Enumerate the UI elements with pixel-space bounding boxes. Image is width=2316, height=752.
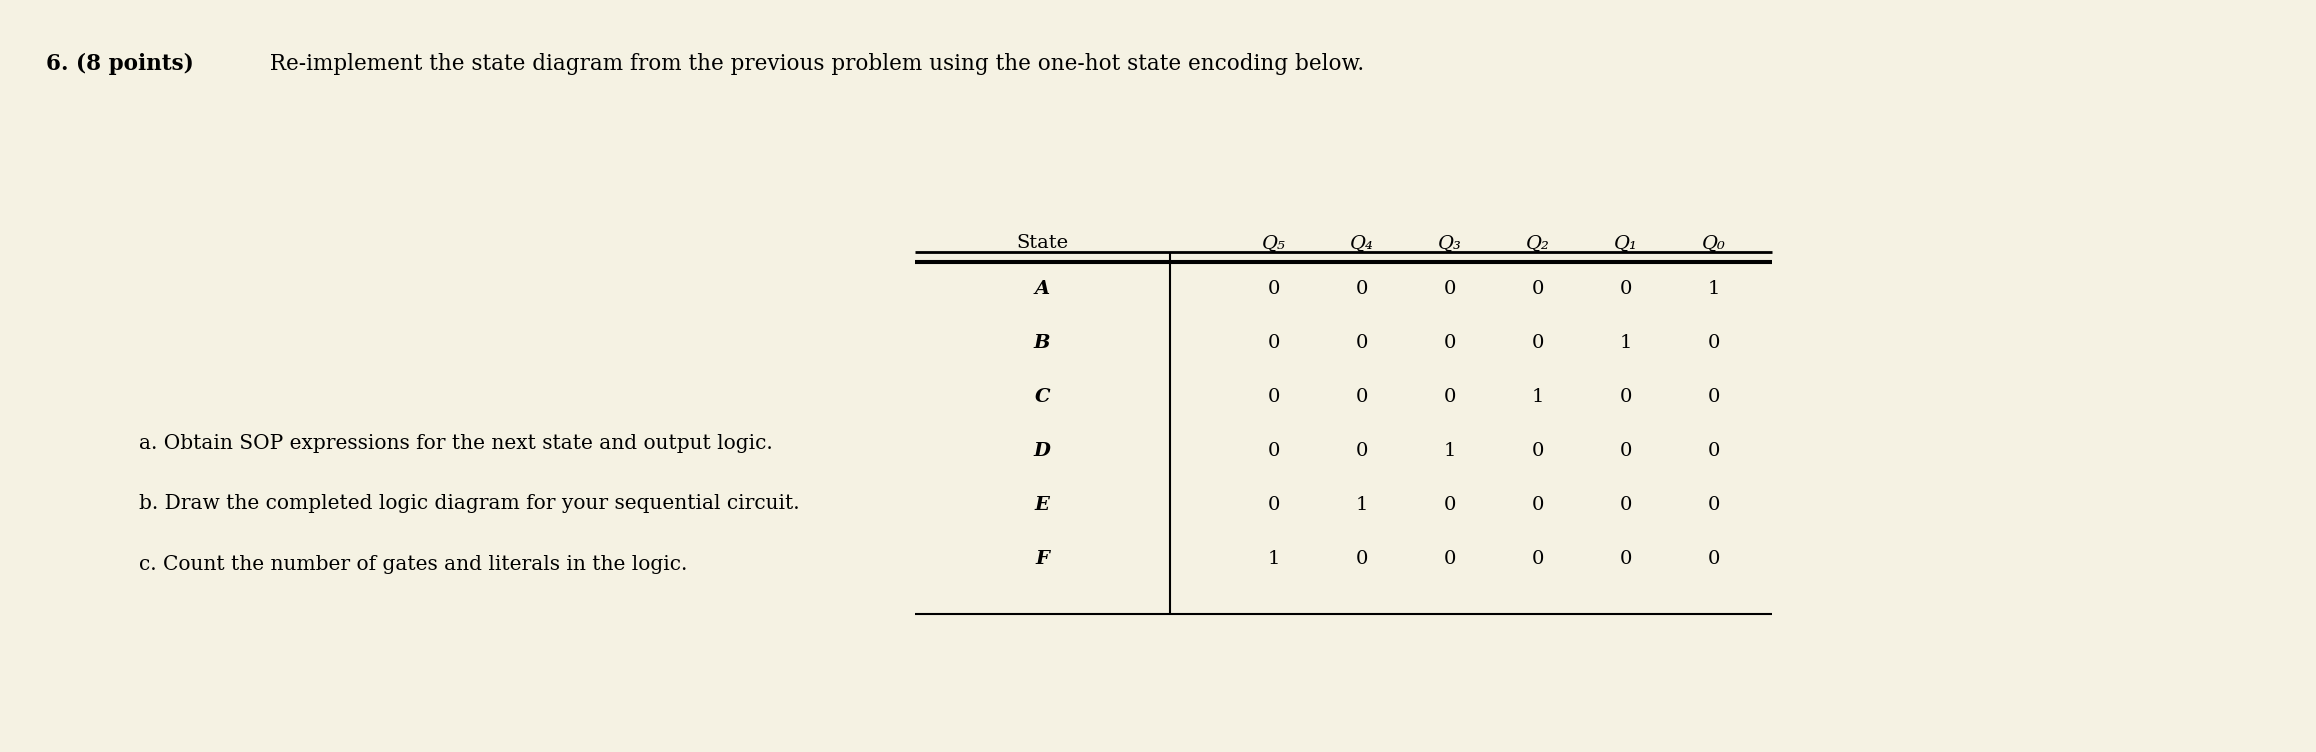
Text: 1: 1	[1267, 550, 1281, 569]
Text: 0: 0	[1619, 280, 1633, 298]
Text: B: B	[1033, 334, 1051, 352]
Text: 0: 0	[1707, 496, 1721, 514]
Text: 0: 0	[1267, 496, 1281, 514]
Text: 1: 1	[1355, 496, 1369, 514]
Text: A: A	[1035, 280, 1049, 298]
Text: 0: 0	[1707, 388, 1721, 406]
Text: 0: 0	[1443, 496, 1457, 514]
Text: 1: 1	[1619, 334, 1633, 352]
Text: 0: 0	[1707, 442, 1721, 460]
Text: c. Count the number of gates and literals in the logic.: c. Count the number of gates and literal…	[139, 554, 688, 574]
Text: a. Obtain SOP expressions for the next state and output logic.: a. Obtain SOP expressions for the next s…	[139, 434, 774, 453]
Text: 0: 0	[1531, 442, 1545, 460]
Text: State: State	[1017, 234, 1068, 252]
Text: 0: 0	[1443, 388, 1457, 406]
Text: b. Draw the completed logic diagram for your sequential circuit.: b. Draw the completed logic diagram for …	[139, 494, 799, 514]
Text: 0: 0	[1619, 442, 1633, 460]
Text: 0: 0	[1443, 334, 1457, 352]
Text: F: F	[1035, 550, 1049, 569]
Text: Re-implement the state diagram from the previous problem using the one-hot state: Re-implement the state diagram from the …	[264, 53, 1364, 74]
Text: 0: 0	[1355, 388, 1369, 406]
Text: 0: 0	[1443, 550, 1457, 569]
Text: 0: 0	[1267, 280, 1281, 298]
Text: 1: 1	[1531, 388, 1545, 406]
Text: Q₅: Q₅	[1262, 234, 1285, 252]
Text: 0: 0	[1531, 334, 1545, 352]
Text: 0: 0	[1355, 334, 1369, 352]
Text: E: E	[1035, 496, 1049, 514]
Text: Q₃: Q₃	[1438, 234, 1461, 252]
Text: 0: 0	[1619, 388, 1633, 406]
Text: 0: 0	[1355, 550, 1369, 569]
Text: 0: 0	[1531, 280, 1545, 298]
Text: D: D	[1033, 442, 1051, 460]
Text: 1: 1	[1443, 442, 1457, 460]
Text: 0: 0	[1531, 496, 1545, 514]
Text: 6. (8 points): 6. (8 points)	[46, 53, 195, 74]
Text: 1: 1	[1707, 280, 1721, 298]
Text: 0: 0	[1267, 334, 1281, 352]
Text: 0: 0	[1355, 280, 1369, 298]
Text: 0: 0	[1619, 496, 1633, 514]
Text: Q₂: Q₂	[1526, 234, 1549, 252]
Text: 0: 0	[1267, 388, 1281, 406]
Text: 0: 0	[1707, 334, 1721, 352]
Text: Q₁: Q₁	[1614, 234, 1637, 252]
Text: 0: 0	[1355, 442, 1369, 460]
Text: 0: 0	[1267, 442, 1281, 460]
Text: Q₄: Q₄	[1350, 234, 1373, 252]
Text: 0: 0	[1531, 550, 1545, 569]
Text: C: C	[1035, 388, 1049, 406]
Text: Q₀: Q₀	[1702, 234, 1725, 252]
Text: 0: 0	[1619, 550, 1633, 569]
Text: 0: 0	[1707, 550, 1721, 569]
Text: 0: 0	[1443, 280, 1457, 298]
